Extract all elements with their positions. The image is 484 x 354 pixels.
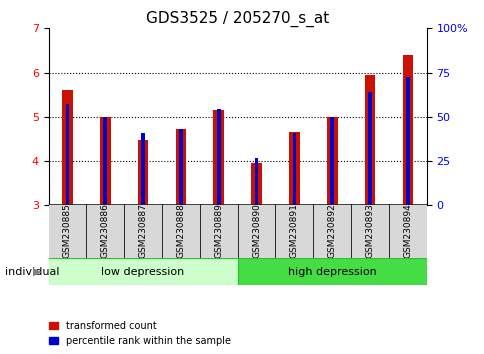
Text: ▶: ▶ (32, 267, 41, 277)
Bar (254, 158, 258, 205)
FancyBboxPatch shape (313, 204, 350, 258)
Bar (137, 140, 148, 205)
Bar (175, 129, 186, 205)
Legend: transformed count, percentile rank within the sample: transformed count, percentile rank withi… (48, 321, 230, 346)
FancyBboxPatch shape (237, 204, 275, 258)
Bar (251, 163, 261, 205)
FancyBboxPatch shape (388, 204, 426, 258)
Bar (65, 104, 69, 205)
Text: GSM230892: GSM230892 (327, 204, 336, 258)
FancyBboxPatch shape (162, 204, 199, 258)
FancyBboxPatch shape (48, 258, 237, 285)
Bar (216, 109, 220, 205)
FancyBboxPatch shape (48, 204, 86, 258)
FancyBboxPatch shape (350, 204, 388, 258)
Text: low depression: low depression (101, 267, 184, 277)
Bar (330, 117, 333, 205)
FancyBboxPatch shape (237, 258, 426, 285)
Bar (367, 92, 371, 205)
Text: GDS3525 / 205270_s_at: GDS3525 / 205270_s_at (146, 11, 329, 27)
Bar (62, 90, 73, 205)
Text: GSM230894: GSM230894 (403, 204, 411, 258)
Text: GSM230891: GSM230891 (289, 204, 298, 258)
FancyBboxPatch shape (275, 204, 313, 258)
Bar (213, 110, 224, 205)
Bar (179, 129, 182, 205)
Bar (364, 75, 375, 205)
Bar (402, 55, 412, 205)
Text: GSM230889: GSM230889 (214, 204, 223, 258)
Bar (103, 117, 107, 205)
Text: GSM230886: GSM230886 (101, 204, 109, 258)
Text: high depression: high depression (287, 267, 376, 277)
Bar (405, 77, 409, 205)
FancyBboxPatch shape (199, 204, 237, 258)
Text: GSM230887: GSM230887 (138, 204, 147, 258)
Bar (100, 117, 110, 205)
Bar (326, 117, 337, 205)
Bar (288, 132, 299, 205)
FancyBboxPatch shape (86, 204, 124, 258)
Text: GSM230888: GSM230888 (176, 204, 185, 258)
Text: GSM230885: GSM230885 (63, 204, 72, 258)
Text: individual: individual (5, 267, 59, 277)
Bar (292, 133, 296, 205)
Text: GSM230893: GSM230893 (365, 204, 374, 258)
Bar (141, 133, 145, 205)
Text: GSM230890: GSM230890 (252, 204, 260, 258)
FancyBboxPatch shape (124, 204, 162, 258)
